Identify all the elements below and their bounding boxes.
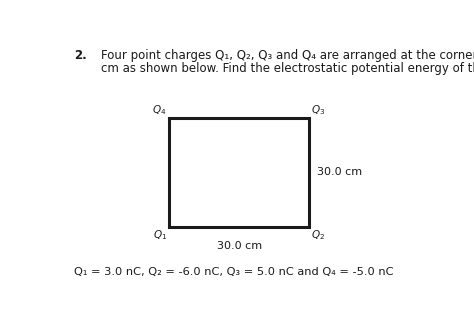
Text: Four point charges Q₁, Q₂, Q₃ and Q₄ are arranged at the corners of a square of : Four point charges Q₁, Q₂, Q₃ and Q₄ are…	[101, 49, 474, 62]
Text: cm as shown below. Find the electrostatic potential energy of the system.: cm as shown below. Find the electrostati…	[101, 62, 474, 75]
Text: 30.0 cm: 30.0 cm	[317, 167, 362, 177]
Text: 30.0 cm: 30.0 cm	[217, 241, 262, 251]
Text: $Q_4$: $Q_4$	[152, 103, 167, 117]
Text: $Q_3$: $Q_3$	[310, 103, 325, 117]
Bar	[169, 118, 309, 226]
Text: $Q_2$: $Q_2$	[310, 228, 325, 242]
Text: Q₁ = 3.0 nC, Q₂ = -6.0 nC, Q₃ = 5.0 nC and Q₄ = -5.0 nC: Q₁ = 3.0 nC, Q₂ = -6.0 nC, Q₃ = 5.0 nC a…	[74, 267, 393, 277]
Text: 2.: 2.	[74, 49, 87, 62]
Text: $Q_1$: $Q_1$	[153, 228, 167, 242]
